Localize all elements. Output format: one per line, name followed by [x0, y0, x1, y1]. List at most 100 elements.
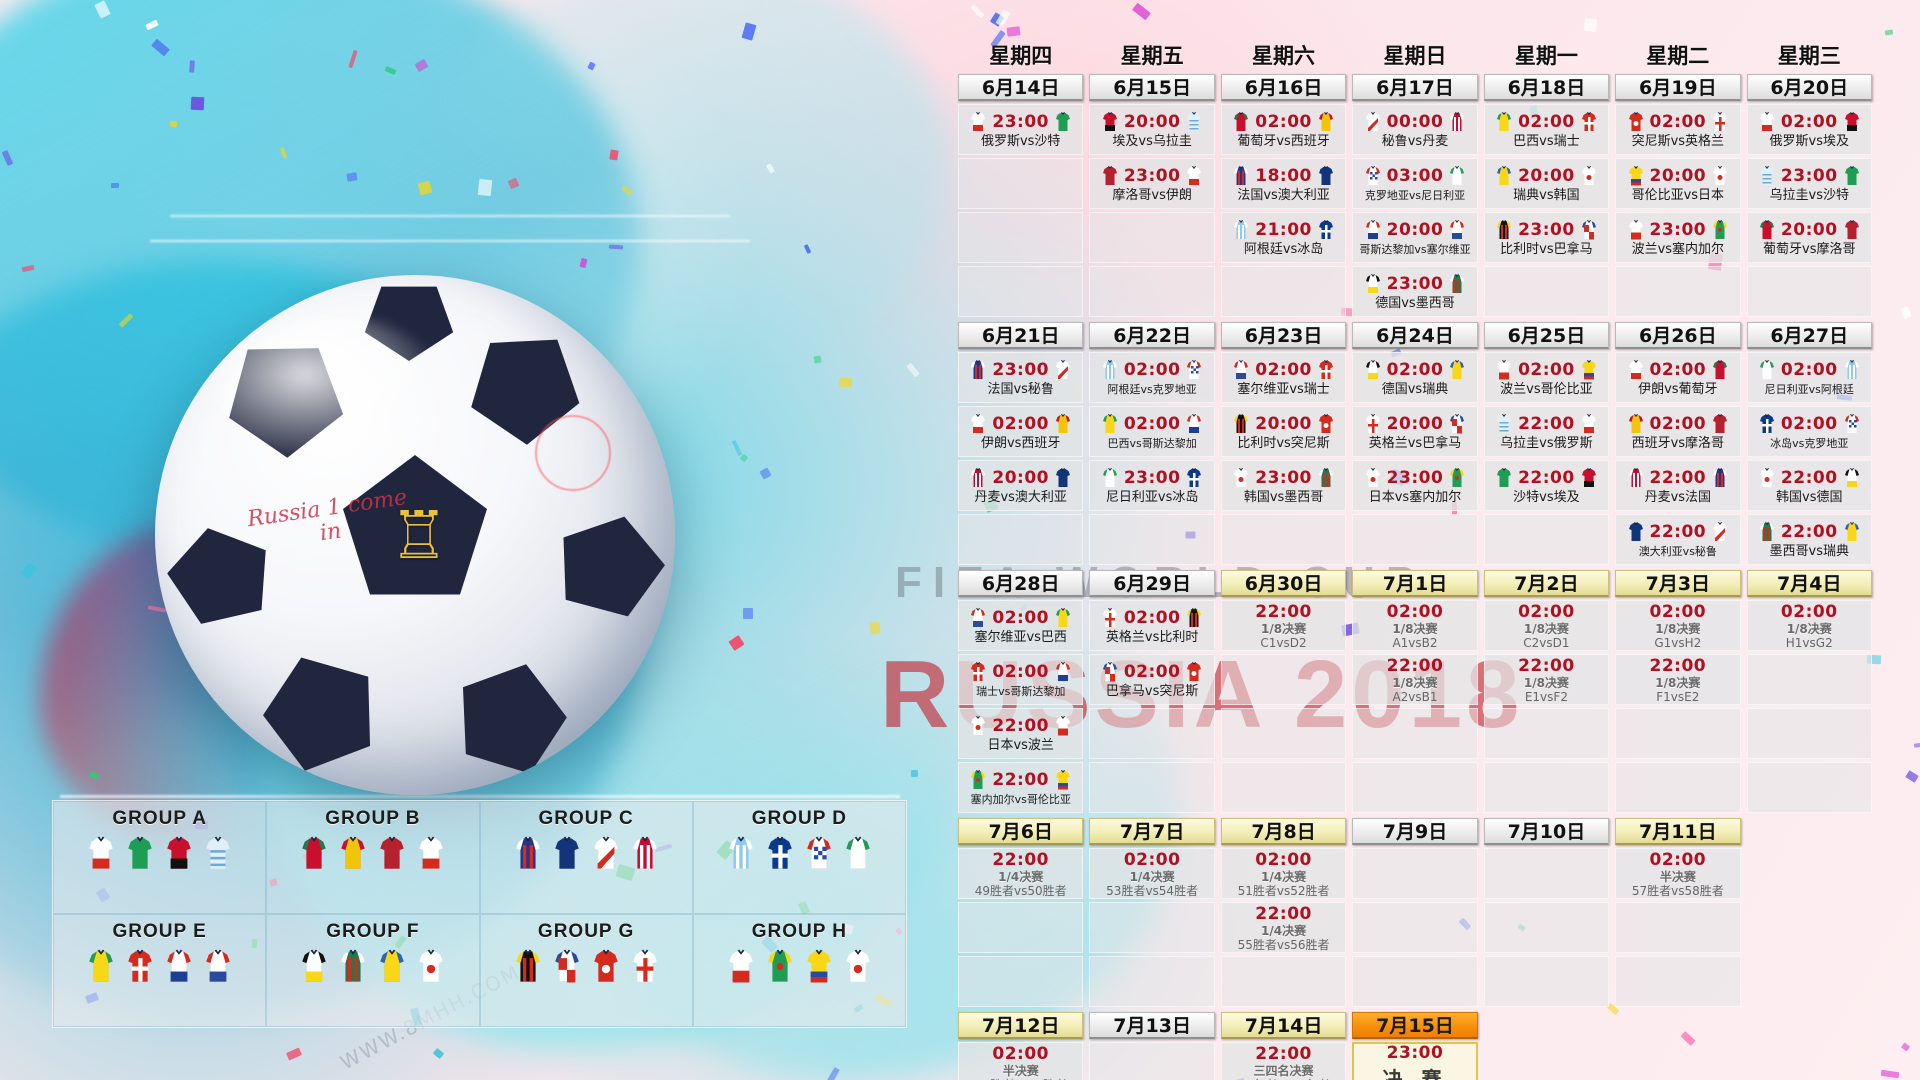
date-header[interactable]: 6月24日 — [1352, 322, 1477, 349]
knockout-match-cell[interactable]: 22:00 1/8决赛 C1vsD2 — [1221, 600, 1346, 651]
date-header[interactable]: 7月13日 — [1089, 1012, 1214, 1039]
group-match-cell[interactable]: 20:00 丹麦vs澳大利亚 — [958, 460, 1083, 511]
knockout-match-cell[interactable]: 22:00 1/4决赛 55胜者vs56胜者 — [1221, 902, 1346, 953]
date-header[interactable]: 7月4日 — [1747, 570, 1872, 597]
group-match-cell[interactable]: 20:00 英格兰vs巴拿马 — [1352, 406, 1477, 457]
day-column[interactable]: 7月13日 — [1086, 1012, 1217, 1080]
group-match-cell[interactable]: 22:00 墨西哥vs瑞典 — [1747, 514, 1872, 565]
day-column[interactable]: 6月15日 20:00 埃及vs乌拉圭 — [1086, 74, 1217, 320]
day-column[interactable]: 6月14日 23:00 俄罗斯vs沙特 — [955, 74, 1086, 320]
knockout-match-cell[interactable]: 02:00 半决赛 57胜者vs58胜者 — [1615, 848, 1740, 899]
group-match-cell[interactable]: 00:00 秘鲁vs丹麦 — [1352, 104, 1477, 155]
day-column[interactable]: 6月25日 02:00 波兰vs哥伦比亚 — [1481, 322, 1612, 568]
knockout-match-cell[interactable]: 02:00 1/4决赛 51胜者vs52胜者 — [1221, 848, 1346, 899]
date-header[interactable]: 7月10日 — [1484, 818, 1609, 845]
day-column[interactable]: 7月14日 22:00 三四名决赛 61负者vs62负者 — [1218, 1012, 1349, 1080]
group-match-cell[interactable]: 02:00 阿根廷vs克罗地亚 — [1089, 352, 1214, 403]
group-match-cell[interactable]: 20:00 瑞典vs韩国 — [1484, 158, 1609, 209]
date-header[interactable]: 7月1日 — [1352, 570, 1477, 597]
day-column[interactable]: 6月29日 02:00 英格兰vs比利时 — [1086, 570, 1217, 816]
group-match-cell[interactable]: 20:00 埃及vs乌拉圭 — [1089, 104, 1214, 155]
date-header[interactable]: 7月14日 — [1221, 1012, 1346, 1039]
day-column[interactable]: 6月18日 02:00 巴西vs瑞士 — [1481, 74, 1612, 320]
day-column[interactable]: 7月6日 22:00 1/4决赛 49胜者vs50胜者 — [955, 818, 1086, 1010]
knockout-match-cell[interactable]: 02:00 1/8决赛 G1vsH2 — [1615, 600, 1740, 651]
date-header[interactable]: 6月20日 — [1747, 74, 1872, 101]
day-column[interactable]: 6月21日 23:00 法国vs秘鲁 — [955, 322, 1086, 568]
group-match-cell[interactable]: 02:00 西班牙vs摩洛哥 — [1615, 406, 1740, 457]
knockout-match-cell[interactable]: 22:00 1/8决赛 A2vsB1 — [1352, 654, 1477, 705]
group-match-cell[interactable]: 20:00 哥伦比亚vs日本 — [1615, 158, 1740, 209]
date-header[interactable]: 6月19日 — [1615, 74, 1740, 101]
date-header[interactable]: 6月28日 — [958, 570, 1083, 597]
group-match-cell[interactable]: 20:00 葡萄牙vs摩洛哥 — [1747, 212, 1872, 263]
group-match-cell[interactable]: 02:00 巴拿马vs突尼斯 — [1089, 654, 1214, 705]
date-header[interactable]: 6月21日 — [958, 322, 1083, 349]
day-column[interactable]: 6月24日 02:00 德国vs瑞典 — [1349, 322, 1480, 568]
date-header[interactable]: 6月14日 — [958, 74, 1083, 101]
group-match-cell[interactable]: 23:00 波兰vs塞内加尔 — [1615, 212, 1740, 263]
group-match-cell[interactable]: 02:00 波兰vs哥伦比亚 — [1484, 352, 1609, 403]
group-match-cell[interactable]: 20:00 比利时vs突尼斯 — [1221, 406, 1346, 457]
day-column[interactable]: 7月7日 02:00 1/4决赛 53胜者vs54胜者 — [1086, 818, 1217, 1010]
day-column[interactable]: 7月10日 — [1481, 818, 1612, 1010]
day-column[interactable]: 7月12日 02:00 半决赛 59胜者vs60胜者 — [955, 1012, 1086, 1080]
day-column[interactable]: 6月19日 02:00 突尼斯vs英格兰 — [1612, 74, 1743, 320]
knockout-match-cell[interactable]: 02:00 1/4决赛 53胜者vs54胜者 — [1089, 848, 1214, 899]
group-match-cell[interactable]: 02:00 冰岛vs克罗地亚 — [1747, 406, 1872, 457]
group-cell[interactable]: GROUP H — [693, 914, 906, 1027]
group-cell[interactable]: GROUP B — [266, 801, 479, 914]
date-header[interactable]: 6月18日 — [1484, 74, 1609, 101]
knockout-match-cell[interactable]: 02:00 1/8决赛 H1vsG2 — [1747, 600, 1872, 651]
group-match-cell[interactable]: 23:00 俄罗斯vs沙特 — [958, 104, 1083, 155]
group-match-cell[interactable]: 23:00 比利时vs巴拿马 — [1484, 212, 1609, 263]
day-column[interactable]: 6月27日 02:00 尼日利亚vs阿根廷 — [1744, 322, 1875, 568]
group-match-cell[interactable]: 23:00 尼日利亚vs冰岛 — [1089, 460, 1214, 511]
day-column[interactable]: 6月22日 02:00 阿根廷vs克罗地亚 — [1086, 322, 1217, 568]
group-cell[interactable]: GROUP F — [266, 914, 479, 1027]
date-header[interactable]: 7月6日 — [958, 818, 1083, 845]
date-header[interactable]: 6月30日 — [1221, 570, 1346, 597]
date-header[interactable]: 7月11日 — [1615, 818, 1740, 845]
group-match-cell[interactable]: 02:00 德国vs瑞典 — [1352, 352, 1477, 403]
date-header[interactable]: 6月15日 — [1089, 74, 1214, 101]
day-column[interactable]: 7月15日 23:00 决 赛 — [1349, 1012, 1480, 1080]
group-match-cell[interactable]: 22:00 乌拉圭vs俄罗斯 — [1484, 406, 1609, 457]
group-match-cell[interactable]: 22:00 丹麦vs法国 — [1615, 460, 1740, 511]
group-match-cell[interactable]: 02:00 葡萄牙vs西班牙 — [1221, 104, 1346, 155]
group-cell[interactable]: GROUP A — [53, 801, 266, 914]
knockout-match-cell[interactable]: 22:00 三四名决赛 61负者vs62负者 — [1221, 1042, 1346, 1080]
date-header[interactable]: 6月17日 — [1352, 74, 1477, 101]
group-match-cell[interactable]: 02:00 塞尔维亚vs巴西 — [958, 600, 1083, 651]
group-match-cell[interactable]: 22:00 塞内加尔vs哥伦比亚 — [958, 762, 1083, 813]
group-match-cell[interactable]: 23:00 日本vs塞内加尔 — [1352, 460, 1477, 511]
knockout-match-cell[interactable]: 02:00 1/8决赛 C2vsD1 — [1484, 600, 1609, 651]
group-cell[interactable]: GROUP G — [480, 914, 693, 1027]
final-match-cell[interactable]: 23:00 决 赛 — [1352, 1042, 1477, 1080]
date-header[interactable]: 7月2日 — [1484, 570, 1609, 597]
group-match-cell[interactable]: 23:00 摩洛哥vs伊朗 — [1089, 158, 1214, 209]
day-column[interactable]: 7月8日 02:00 1/4决赛 51胜者vs52胜者 22:00 1/4决赛 … — [1218, 818, 1349, 1010]
day-column[interactable]: 7月9日 — [1349, 818, 1480, 1010]
date-header[interactable]: 6月16日 — [1221, 74, 1346, 101]
date-header[interactable]: 6月23日 — [1221, 322, 1346, 349]
knockout-match-cell[interactable]: 02:00 1/8决赛 A1vsB2 — [1352, 600, 1477, 651]
group-cell[interactable]: GROUP E — [53, 914, 266, 1027]
date-header[interactable]: 7月8日 — [1221, 818, 1346, 845]
date-header[interactable]: 7月15日 — [1352, 1012, 1477, 1039]
group-match-cell[interactable]: 23:00 法国vs秘鲁 — [958, 352, 1083, 403]
date-header[interactable]: 6月27日 — [1747, 322, 1872, 349]
date-header[interactable]: 7月3日 — [1615, 570, 1740, 597]
group-match-cell[interactable]: 02:00 巴西vs瑞士 — [1484, 104, 1609, 155]
group-match-cell[interactable]: 03:00 克罗地亚vs尼日利亚 — [1352, 158, 1477, 209]
day-column[interactable]: 7月2日 02:00 1/8决赛 C2vsD1 22:00 1/8决赛 E1vs… — [1481, 570, 1612, 816]
knockout-match-cell[interactable]: 22:00 1/4决赛 49胜者vs50胜者 — [958, 848, 1083, 899]
group-match-cell[interactable]: 22:00 韩国vs德国 — [1747, 460, 1872, 511]
date-header[interactable]: 7月9日 — [1352, 818, 1477, 845]
date-header[interactable]: 6月25日 — [1484, 322, 1609, 349]
day-column[interactable]: 6月26日 02:00 伊朗vs葡萄牙 — [1612, 322, 1743, 568]
day-column[interactable]: 7月11日 02:00 半决赛 57胜者vs58胜者 — [1612, 818, 1743, 1010]
day-column[interactable]: 7月1日 02:00 1/8决赛 A1vsB2 22:00 1/8决赛 A2vs… — [1349, 570, 1480, 816]
day-column[interactable]: 6月23日 02:00 塞尔维亚vs瑞士 — [1218, 322, 1349, 568]
group-match-cell[interactable]: 23:00 韩国vs墨西哥 — [1221, 460, 1346, 511]
